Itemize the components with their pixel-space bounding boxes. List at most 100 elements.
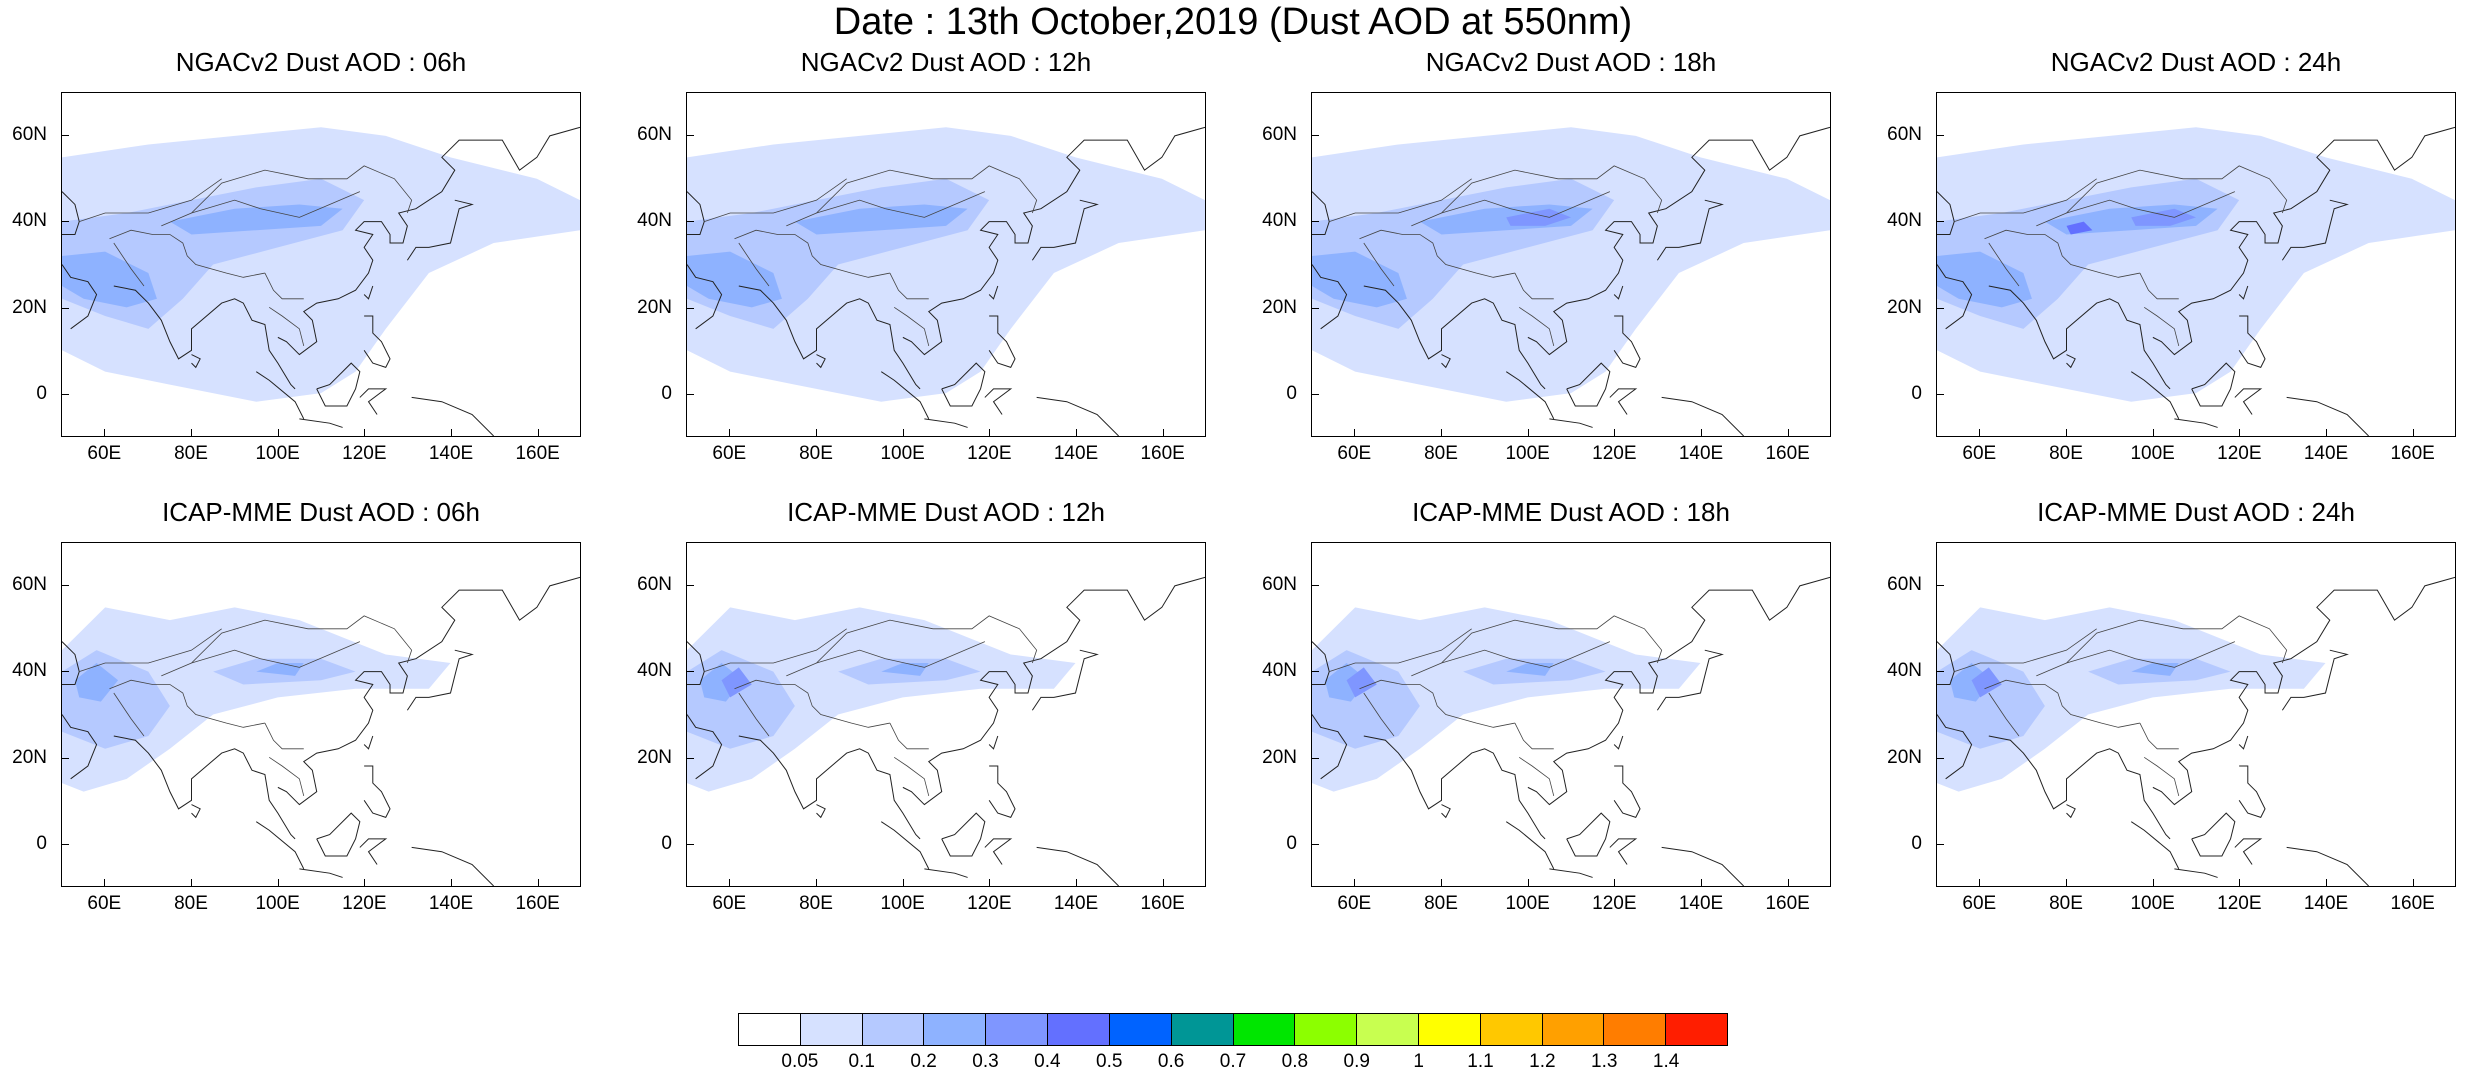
dust-plume — [169, 204, 343, 235]
lon-tick — [277, 429, 279, 437]
colorbar-label: 0.2 — [910, 1051, 937, 1072]
lat-tick-label: 20N — [1262, 746, 1297, 768]
country-border — [1518, 307, 1555, 347]
coastline — [62, 714, 98, 780]
country-border — [1359, 679, 1515, 728]
lon-tick-label: 60E — [1962, 893, 1997, 914]
coastline — [277, 126, 580, 356]
lon-tick-label: 60E — [712, 893, 747, 914]
coastline — [1988, 735, 2171, 840]
coastline — [880, 371, 930, 420]
coastline — [1036, 396, 1119, 436]
lon-tick-label: 160E — [1765, 443, 1810, 464]
colorbar-label: 0.3 — [972, 1051, 999, 1072]
coastline — [988, 315, 1016, 369]
lat-tick-label: 40N — [1887, 660, 1922, 682]
lat-tick — [61, 135, 69, 137]
lon-tick-label: 100E — [2130, 893, 2175, 914]
coastline — [1031, 649, 1099, 711]
lon-tick — [2326, 429, 2327, 437]
colorbar-label: 1.1 — [1467, 1051, 1494, 1072]
country-border — [161, 165, 413, 227]
colorbar-label: 0.7 — [1219, 1051, 1247, 1072]
coastline — [924, 418, 968, 428]
lon-tick — [537, 879, 539, 887]
coastline — [1036, 846, 1119, 886]
panel-title: NGACv2 Dust AOD : 24h — [2050, 47, 2342, 77]
lon-tick-label: 80E — [1424, 443, 1458, 464]
lon-tick-label: 140E — [2303, 893, 2349, 914]
country-border — [2139, 722, 2179, 750]
lon-tick — [1354, 429, 1356, 437]
dust-plume — [62, 251, 157, 308]
lat-tick — [1311, 671, 1319, 673]
colorbar-label: 0.5 — [1096, 1051, 1123, 1072]
colorbar-swatch — [800, 1014, 863, 1045]
lat-tick — [1936, 757, 1944, 759]
colorbar-swatch — [1604, 1014, 1667, 1045]
colorbar-swatch — [1542, 1014, 1605, 1045]
coastline — [316, 812, 361, 857]
coastline — [816, 354, 826, 369]
lon-tick-label: 140E — [428, 893, 474, 914]
lat-tick-label: 20N — [637, 296, 672, 318]
country-border — [816, 191, 986, 218]
coastline — [2238, 735, 2249, 750]
lat-tick — [686, 307, 694, 309]
lon-tick-label: 100E — [255, 893, 300, 914]
lat-tick — [686, 757, 694, 759]
coastline — [738, 285, 921, 390]
country-border — [786, 165, 1038, 227]
lon-tick-label: 120E — [2217, 443, 2262, 464]
country-border — [1988, 692, 2020, 737]
colorbar-swatch — [1357, 1014, 1419, 1045]
lat-tick — [1311, 135, 1319, 137]
lat-tick — [1311, 307, 1319, 309]
dust-plume — [687, 607, 1076, 792]
country-border — [2139, 272, 2179, 300]
lon-tick — [1441, 429, 1442, 437]
dust-plume — [1971, 667, 2002, 698]
lon-tick — [191, 429, 192, 437]
lon-tick-label: 60E — [87, 443, 122, 464]
lon-tick — [2152, 429, 2154, 437]
lon-tick — [104, 879, 106, 887]
colorbar-swatch — [986, 1014, 1049, 1045]
lon-tick-label: 60E — [87, 893, 122, 914]
map-panel-6: ICAP-MME Dust AOD : 12h 60N 40N 20N 0 60E 80E 1… — [625, 497, 1265, 947]
coastline — [1613, 285, 1624, 300]
country-border — [264, 272, 304, 300]
country-border — [113, 242, 145, 287]
lon-tick — [729, 879, 731, 887]
coastline — [2191, 812, 2236, 857]
lon-tick — [989, 879, 991, 887]
lon-tick — [537, 429, 539, 437]
country-border — [1329, 628, 1472, 673]
coastline — [1613, 765, 1641, 819]
colorbar-swatch — [1295, 1014, 1358, 1045]
lon-tick — [2326, 879, 2327, 887]
lon-tick-label: 80E — [174, 443, 208, 464]
lat-tick-label: 0 — [661, 382, 672, 404]
aod-map — [1936, 542, 2456, 887]
lat-tick — [61, 757, 69, 759]
lon-tick-label: 160E — [515, 893, 560, 914]
country-border — [2066, 641, 2236, 668]
coastline — [411, 846, 494, 886]
lat-tick — [1936, 221, 1944, 223]
lon-tick — [1354, 879, 1356, 887]
coastline — [687, 191, 705, 235]
lat-tick — [1311, 757, 1319, 759]
lon-tick-label: 160E — [2390, 893, 2435, 914]
lon-tick-label: 140E — [2303, 443, 2349, 464]
lon-tick-label: 80E — [2049, 443, 2083, 464]
dust-plume — [1506, 663, 1554, 676]
lon-tick — [1614, 879, 1616, 887]
colorbar-swatch — [739, 1014, 801, 1045]
lon-tick-label: 60E — [1337, 893, 1372, 914]
map-panel-7: ICAP-MME Dust AOD : 18h 60N 40N 20N 0 60E 80E 1… — [1250, 497, 1890, 947]
coastline — [2286, 396, 2369, 436]
coastline — [687, 264, 723, 330]
lat-tick-label: 40N — [12, 660, 47, 682]
colorbar-label: 1 — [1413, 1051, 1424, 1072]
